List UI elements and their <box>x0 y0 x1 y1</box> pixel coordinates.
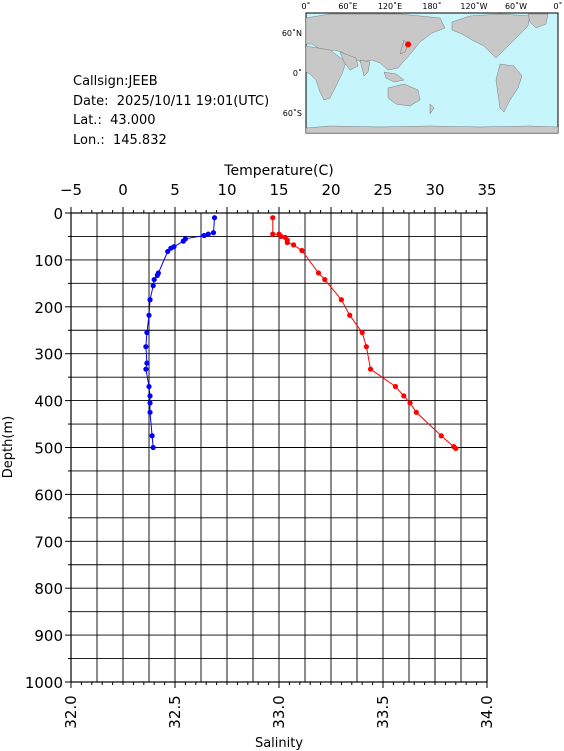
map-lon-label: 0˚ <box>553 1 562 11</box>
salinity-point <box>284 239 290 246</box>
depth-tick-label: 300 <box>34 346 63 364</box>
salinity-point <box>278 233 284 240</box>
salinity-point <box>315 270 322 276</box>
temperature-point <box>147 409 153 415</box>
depth-axis: 0 100 200 300 400 500 600 700 800 900 1000 <box>25 205 71 692</box>
temp-tick-label: 0 <box>118 181 128 199</box>
temperature-point <box>146 312 152 318</box>
map-lat-label: 60˚N <box>282 28 302 38</box>
salinity-point <box>401 393 407 399</box>
salinity-point <box>338 297 344 303</box>
map-lon-label: 0˚ <box>301 1 310 11</box>
depth-tick-label: 1000 <box>25 674 63 692</box>
temperature-point <box>144 360 150 366</box>
temperature-point <box>154 272 160 278</box>
depth-tick-label: 500 <box>34 440 63 458</box>
depth-tick-label: 400 <box>34 393 63 411</box>
map-lat-label: 0˚ <box>293 68 302 78</box>
salinity-point <box>363 344 369 350</box>
temperature-point <box>180 238 186 244</box>
depth-axis-label: Depth(m) <box>1 416 16 478</box>
temperature-point <box>150 444 156 451</box>
salinity-point <box>367 366 374 372</box>
series-group <box>143 215 459 452</box>
salinity-point <box>322 276 328 283</box>
temperature-point <box>165 248 171 255</box>
temp-tick-label: 5 <box>170 181 180 199</box>
salinity-point <box>270 215 276 221</box>
salinity-point <box>359 329 365 336</box>
salinity-point <box>299 247 305 254</box>
temperature-axis: −5 0 5 10 15 20 25 30 35 <box>60 181 497 213</box>
sal-tick-label: 32.5 <box>166 695 184 728</box>
temperature-point <box>205 231 211 237</box>
map-lon-label: 180˚ <box>422 1 441 11</box>
station-info: Callsign:JEEB Date: 2025/10/11 19:01(UTC… <box>73 72 269 150</box>
sal-tick-label: 33.5 <box>374 695 392 728</box>
temperature-axis-label: Temperature(C) <box>223 163 333 179</box>
salinity-point <box>392 383 399 390</box>
depth-tick-label: 0 <box>53 205 63 223</box>
temperature-point <box>147 393 153 399</box>
date-text: Date: 2025/10/11 19:01(UTC) <box>73 93 270 109</box>
temperature-point <box>147 400 153 406</box>
temperature-point <box>149 433 155 439</box>
salinity-point <box>407 400 413 406</box>
temp-tick-label: 15 <box>269 181 288 199</box>
temperature-point <box>151 276 157 283</box>
salinity-axis-label: Salinity <box>255 736 303 751</box>
depth-tick-label: 700 <box>34 533 63 551</box>
depth-tick-label: 800 <box>34 580 63 598</box>
map-land <box>305 13 559 134</box>
salinity-point <box>270 231 276 237</box>
temperature-point <box>168 245 174 251</box>
grid <box>70 213 488 682</box>
callsign-text: Callsign:JEEB <box>73 74 158 89</box>
temperature-point <box>146 383 152 390</box>
salinity-point <box>413 409 419 415</box>
temp-tick-label: 20 <box>321 181 340 199</box>
salinity-point <box>438 433 444 439</box>
world-map: 0˚ 60˚E 120˚E 180˚ 120˚W 60˚W 0˚ 60˚N 0˚ 60˚S <box>282 1 563 134</box>
map-lon-label: 60˚W <box>505 1 527 11</box>
map-lon-label: 60˚E <box>338 1 357 11</box>
temp-tick-label: 25 <box>373 181 392 199</box>
map-lon-label: 120˚W <box>460 1 487 11</box>
temperature-point <box>150 283 156 289</box>
sal-tick-label: 33.0 <box>270 695 288 728</box>
longitude-text: Lon.: 145.832 <box>73 132 167 148</box>
temperature-point <box>210 230 217 236</box>
temp-tick-label: 35 <box>477 181 496 199</box>
temperature-point <box>201 232 207 239</box>
sal-tick-label: 32.0 <box>62 695 80 728</box>
salinity-point <box>290 242 297 248</box>
depth-tick-label: 600 <box>34 486 63 504</box>
station-marker <box>405 41 412 48</box>
salinity-axis: 32.0 32.5 33.0 33.5 34.0 <box>62 682 496 729</box>
salinity-point <box>453 445 459 452</box>
depth-tick-label: 100 <box>34 252 63 270</box>
temperature-line <box>145 217 215 448</box>
temperature-point <box>143 366 149 372</box>
salinity-point <box>347 312 353 318</box>
temperature-point <box>147 297 153 303</box>
temp-tick-label: 30 <box>425 181 444 199</box>
temp-tick-label: −5 <box>60 181 82 199</box>
map-lat-label: 60˚S <box>283 108 302 118</box>
map-lon-label: 120˚E <box>378 1 402 11</box>
latitude-text: Lat.: 43.000 <box>73 113 156 128</box>
temperature-point <box>143 344 149 350</box>
temperature-point <box>211 215 218 221</box>
map-latitude-labels: 60˚N 0˚ 60˚S <box>282 28 302 118</box>
temperature-point <box>144 329 150 336</box>
depth-tick-label: 200 <box>34 299 63 317</box>
sal-tick-label: 34.0 <box>478 695 496 728</box>
map-longitude-labels: 0˚ 60˚E 120˚E 180˚ 120˚W 60˚W 0˚ <box>301 1 562 11</box>
temp-tick-label: 10 <box>217 181 236 199</box>
depth-tick-label: 900 <box>34 627 63 645</box>
